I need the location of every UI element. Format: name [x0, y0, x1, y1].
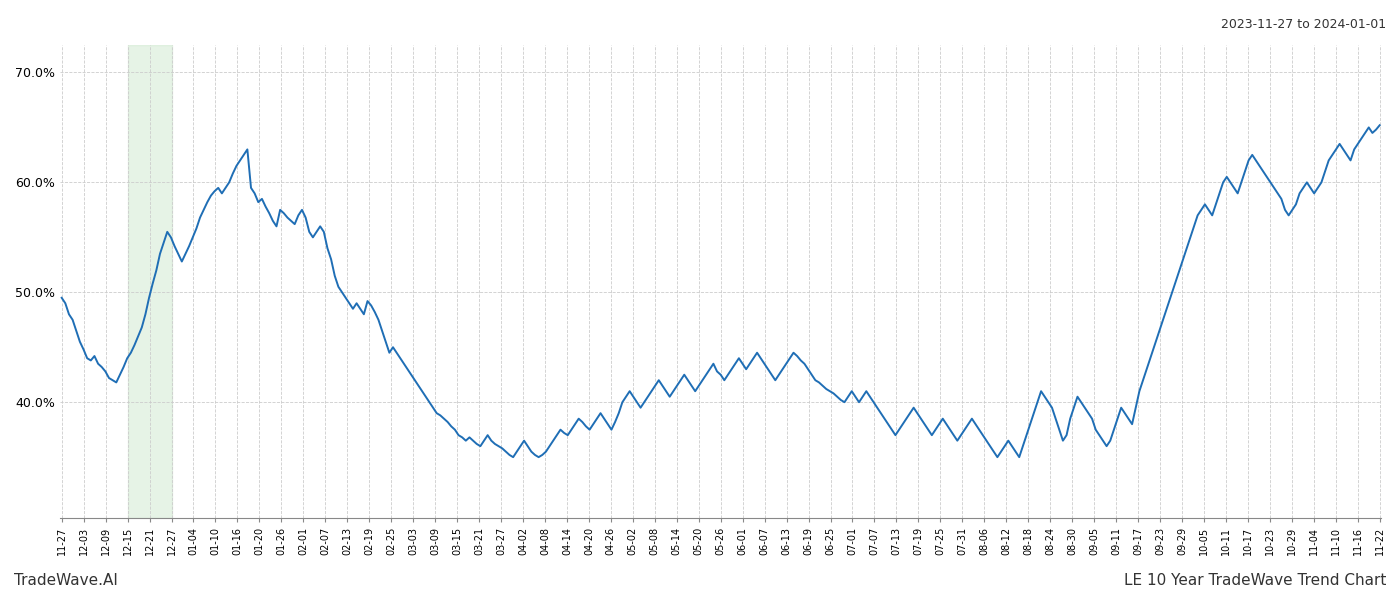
Text: TradeWave.AI: TradeWave.AI — [14, 573, 118, 588]
Text: 2023-11-27 to 2024-01-01: 2023-11-27 to 2024-01-01 — [1221, 18, 1386, 31]
Text: LE 10 Year TradeWave Trend Chart: LE 10 Year TradeWave Trend Chart — [1124, 573, 1386, 588]
Bar — [127, 45, 172, 518]
